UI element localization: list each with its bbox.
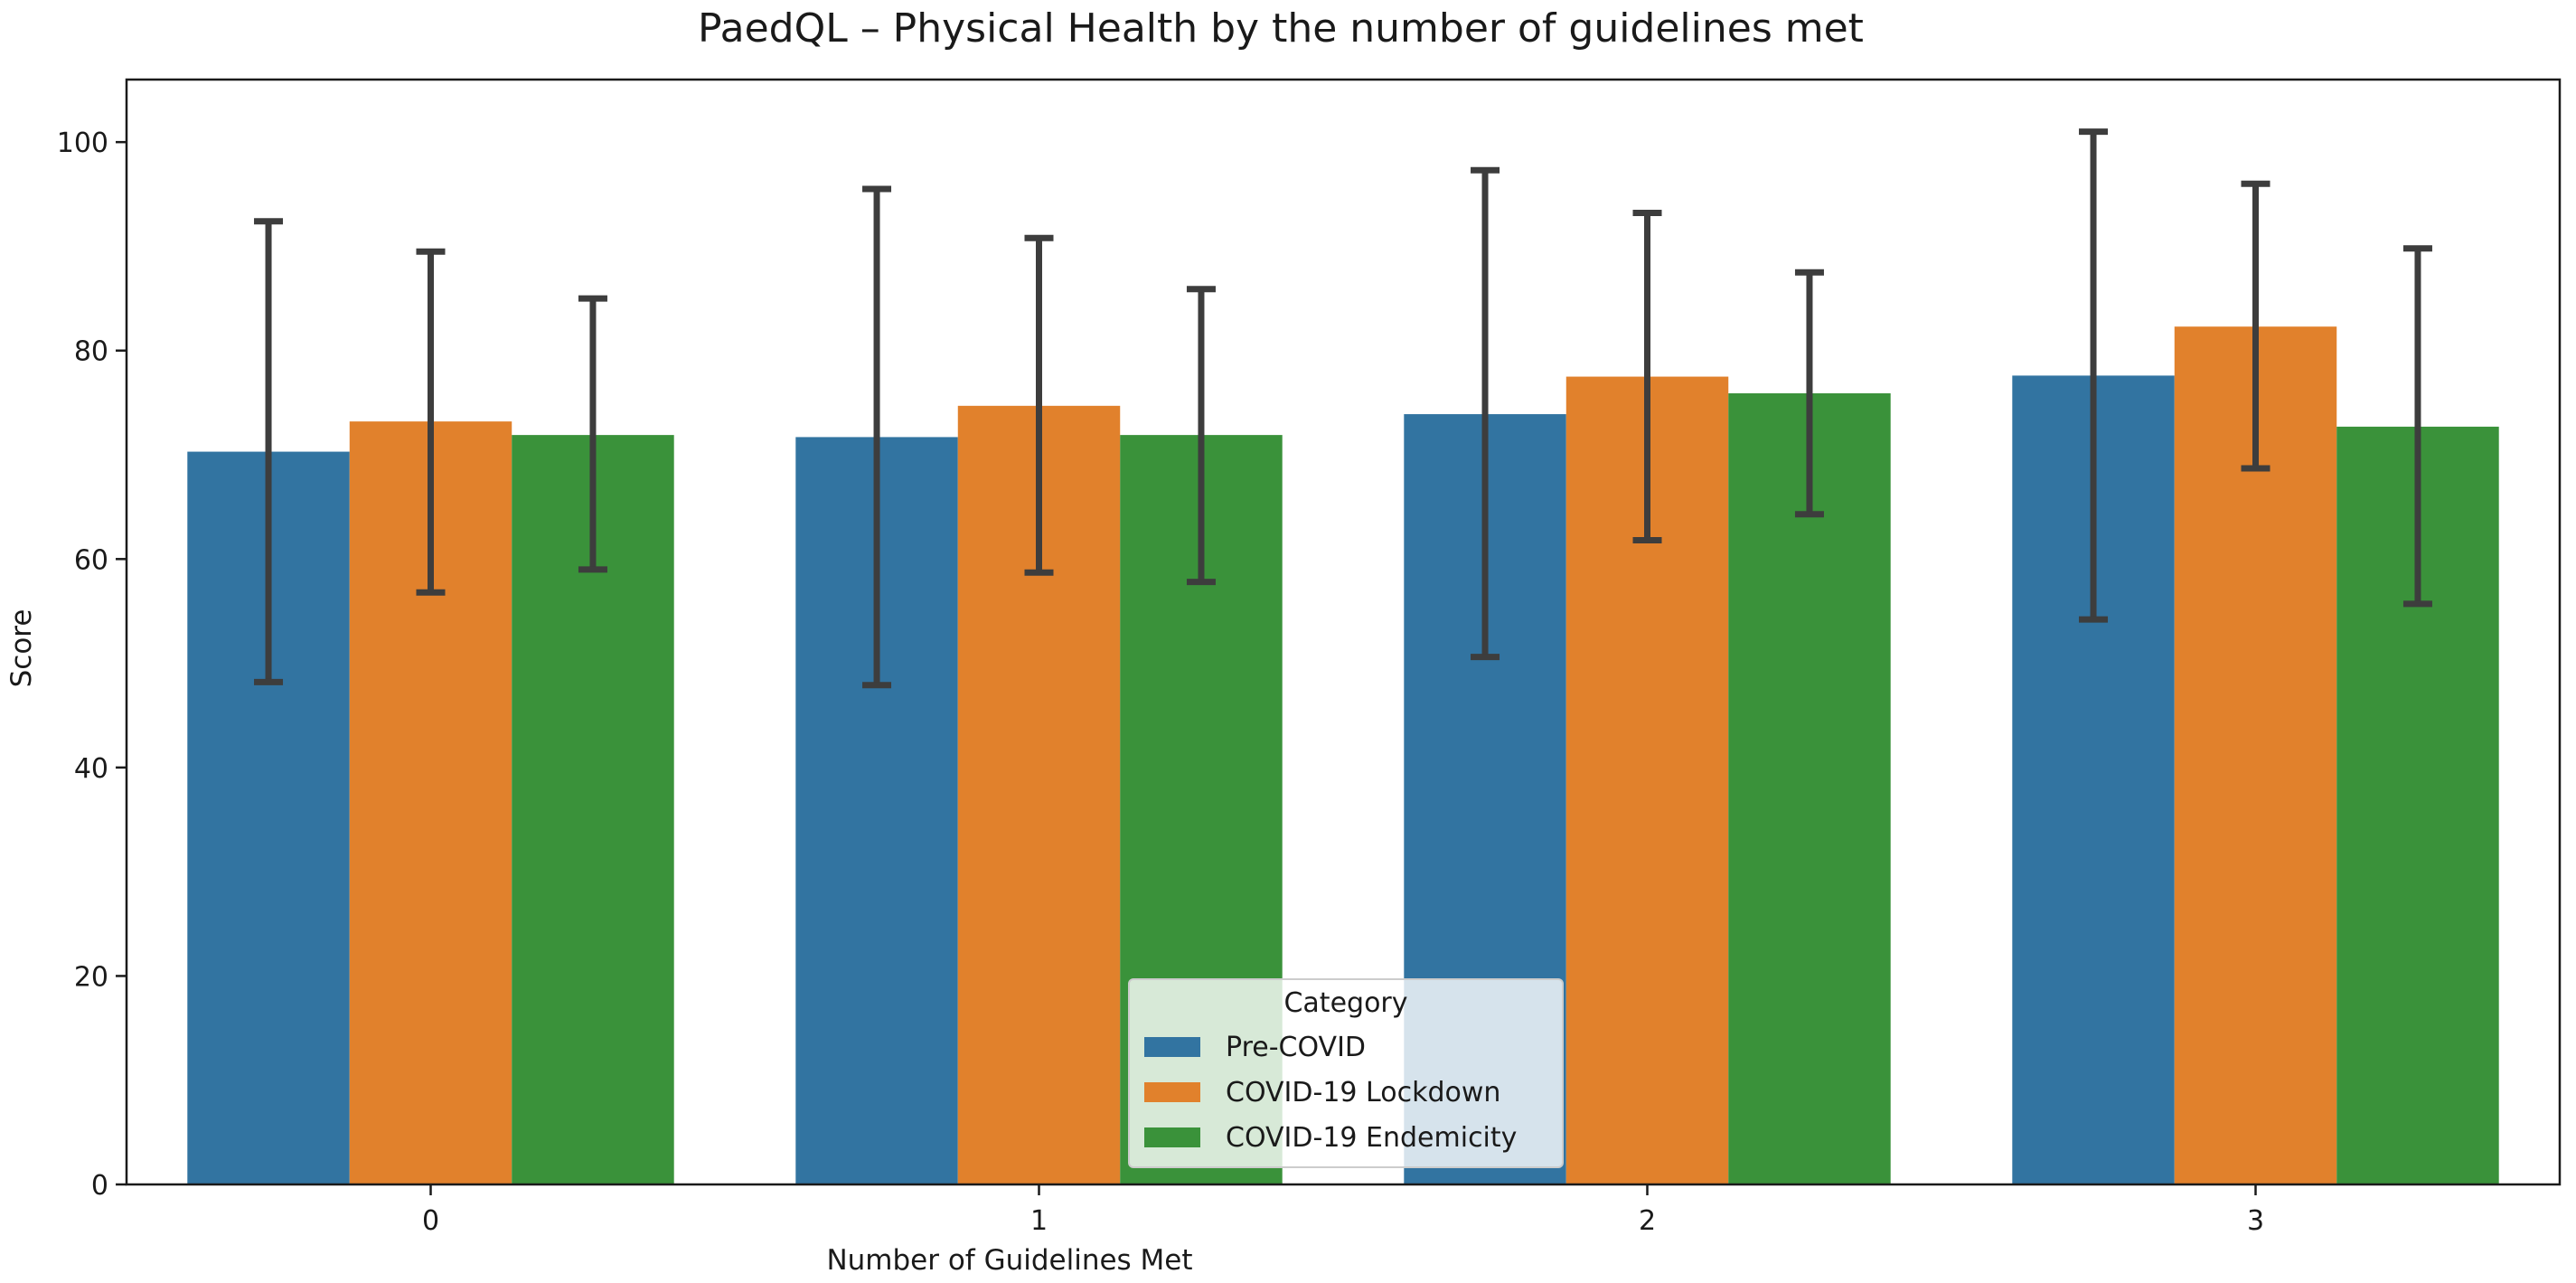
legend-item-covid-lockdown: COVID-19 Lockdown — [1144, 1074, 1500, 1110]
legend-item-covid-endemicity: COVID-19 Endemicity — [1144, 1119, 1517, 1156]
chart-title: PaedQL – Physical Health by the number o… — [698, 5, 1864, 52]
legend-title: Category — [1283, 987, 1408, 1019]
legend-label: Pre-COVID — [1226, 1031, 1367, 1063]
y-tick-label-100: 100 — [57, 127, 108, 159]
x-tick-label-1: 1 — [1030, 1205, 1048, 1237]
x-tick-label-2: 2 — [1639, 1205, 1656, 1237]
bar-covid-19-endemicity-2 — [1728, 393, 1891, 1184]
legend-label: COVID-19 Lockdown — [1226, 1076, 1501, 1108]
y-tick-label-20: 20 — [74, 961, 108, 993]
x-axis-label: Number of Guidelines Met — [826, 1244, 1192, 1277]
legend-swatch — [1144, 1037, 1200, 1057]
x-tick-label-0: 0 — [422, 1205, 439, 1237]
legend-swatch — [1144, 1127, 1200, 1147]
plot-frame — [125, 78, 2562, 1186]
y-tick-label-80: 80 — [74, 336, 108, 368]
y-axis-label: Score — [5, 609, 38, 688]
y-tick-label-0: 0 — [91, 1170, 108, 1202]
y-tick-label-60: 60 — [74, 544, 108, 576]
legend-item-pre-covid: Pre-COVID — [1144, 1029, 1366, 1065]
legend: Category Pre-COVID COVID-19 Lockdown COV… — [1128, 978, 1564, 1168]
y-tick-label-40: 40 — [74, 753, 108, 785]
x-tick-label-3: 3 — [2247, 1205, 2264, 1237]
legend-label: COVID-19 Endemicity — [1226, 1121, 1518, 1154]
legend-swatch — [1144, 1082, 1200, 1102]
